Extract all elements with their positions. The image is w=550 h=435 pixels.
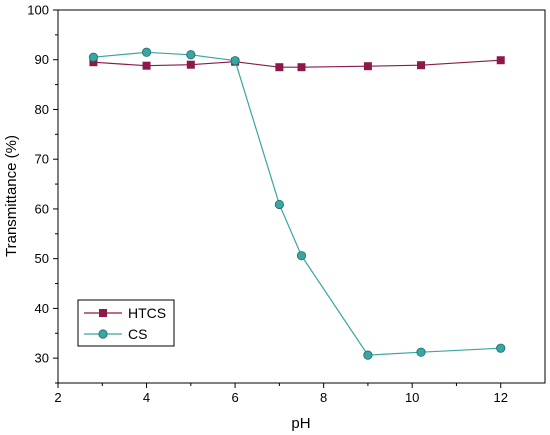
series-htcs-line [93, 59, 501, 68]
data-point-cs [496, 343, 506, 353]
y-tick-label: 60 [35, 201, 49, 216]
data-point-cs [186, 50, 196, 60]
legend-htcs-marker [99, 309, 107, 317]
legend-cs-label: CS [128, 326, 147, 342]
plot-frame [57, 9, 546, 384]
y-tick-label: 80 [35, 102, 49, 117]
data-point-cs [363, 350, 373, 360]
data-point-cs [88, 52, 99, 62]
x-tick-label: 4 [143, 390, 150, 405]
data-point-cs [296, 251, 307, 261]
series-htcs [89, 56, 505, 72]
x-tick-label: 10 [405, 390, 419, 405]
data-point-htcs [496, 56, 505, 65]
y-tick-label: 90 [35, 52, 49, 67]
series-cs [88, 47, 506, 360]
x-tick-label: 6 [231, 390, 238, 405]
legend-item-cs: CS [84, 326, 147, 342]
y-tick-label: 40 [35, 301, 49, 316]
data-point-htcs [417, 61, 426, 70]
legend: HTCS CS [77, 299, 175, 347]
x-tick-label: 8 [320, 390, 327, 405]
legend-htcs-label: HTCS [128, 305, 166, 321]
y-tick-label: 70 [35, 152, 49, 167]
y-tick-label: 100 [27, 3, 49, 18]
y-axis: 30 40 50 60 70 80 90 100 [27, 3, 58, 384]
data-point-htcs [89, 58, 98, 67]
data-point-cs [141, 47, 152, 57]
data-point-htcs [142, 61, 151, 70]
legend-box [77, 299, 175, 347]
data-point-cs [230, 56, 240, 66]
plot-area [57, 9, 546, 384]
x-axis: 2 4 6 8 10 12 [54, 383, 508, 405]
legend-cs-marker [98, 329, 108, 339]
data-point-cs [416, 347, 426, 357]
data-point-htcs [275, 63, 284, 72]
data-point-htcs [363, 62, 372, 71]
data-point-htcs [297, 63, 306, 72]
y-axis-title: Transmittance (%) [3, 135, 20, 257]
x-axis-title: pH [291, 415, 310, 432]
y-tick-label: 50 [35, 251, 49, 266]
data-point-htcs [186, 60, 195, 69]
y-tick-label: 30 [35, 351, 49, 366]
legend-item-htcs: HTCS [84, 305, 166, 321]
x-tick-label: 12 [493, 390, 507, 405]
data-point-cs [274, 199, 284, 210]
series-layer [88, 47, 506, 360]
x-tick-label: 2 [54, 390, 61, 405]
